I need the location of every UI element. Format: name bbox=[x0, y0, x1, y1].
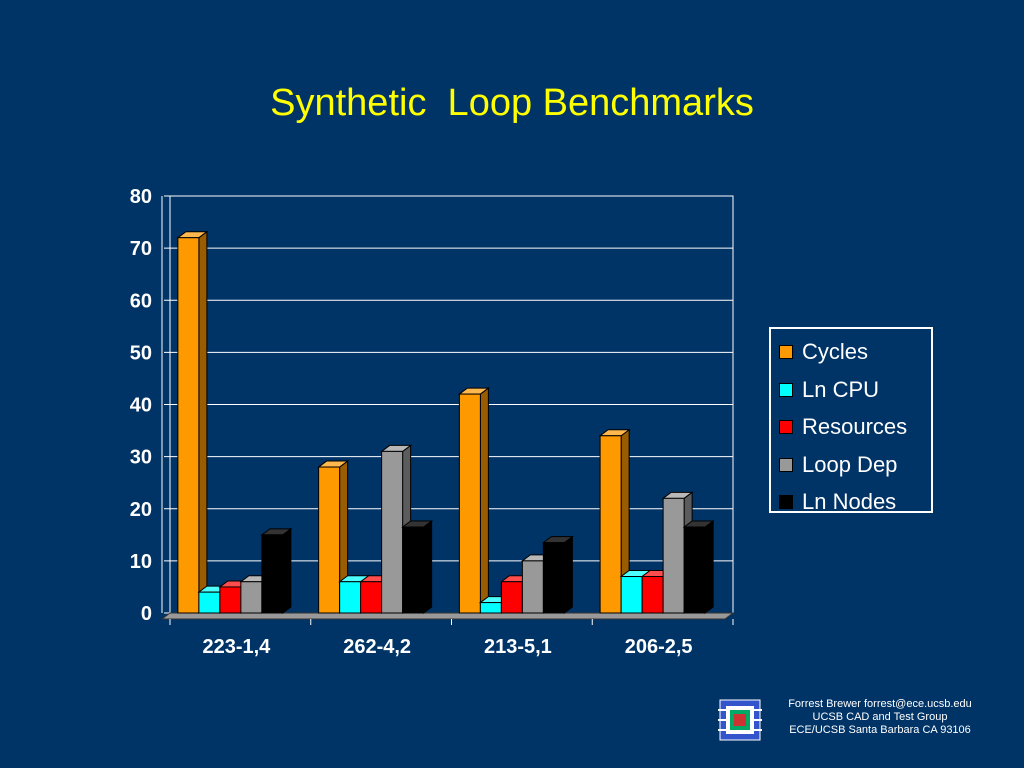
legend-label: Resources bbox=[802, 414, 908, 439]
ucsb-cad-logo-icon bbox=[718, 699, 762, 741]
bar-side bbox=[704, 519, 714, 614]
legend-item-ln-nodes: Ln Nodes bbox=[779, 487, 896, 517]
legend-swatch bbox=[779, 457, 793, 472]
bar-loop-dep-3 bbox=[662, 497, 685, 614]
y-tick-label: 30 bbox=[130, 447, 152, 469]
legend-swatch bbox=[779, 345, 793, 359]
bar-cycles-0 bbox=[177, 237, 200, 614]
legend-label: Ln CPU bbox=[802, 376, 880, 402]
bar-loop-dep-0 bbox=[240, 581, 263, 614]
x-tick-label: 223-1,4 bbox=[202, 636, 271, 658]
footer-line-group: UCSB CAD and Test Group bbox=[812, 711, 948, 723]
x-tick-label: 213-5,1 bbox=[484, 636, 552, 658]
y-tick-label: 60 bbox=[130, 290, 152, 312]
y-tick-label: 80 bbox=[130, 186, 152, 208]
bar-resources-0 bbox=[219, 586, 242, 614]
bar-ln-cpu-3 bbox=[620, 576, 643, 614]
bar-cycles-3 bbox=[599, 435, 622, 614]
legend-item-resources: Resources bbox=[779, 412, 907, 442]
bar-resources-3 bbox=[641, 576, 664, 614]
bar-ln-cpu-0 bbox=[198, 591, 221, 614]
bar-cycles-2 bbox=[458, 393, 481, 614]
legend-label: Ln Nodes bbox=[802, 489, 897, 514]
legend-swatch bbox=[779, 382, 793, 397]
y-tick-label: 50 bbox=[130, 342, 152, 364]
bar-side bbox=[423, 519, 433, 614]
bar-resources-2 bbox=[500, 581, 523, 614]
bar-ln-nodes-3 bbox=[683, 526, 706, 614]
bar-side bbox=[479, 387, 489, 614]
slide-title: Synthetic Loop Benchmarks bbox=[270, 82, 754, 124]
y-tick-label: 10 bbox=[130, 551, 152, 573]
bar-resources-1 bbox=[360, 581, 383, 614]
bar-side bbox=[563, 535, 573, 614]
legend-label: Loop Dep bbox=[802, 451, 898, 477]
footer-credits: Forrest Brewer forrest@ece.ucsb.edu UCSB… bbox=[740, 698, 1020, 737]
y-tick-label: 20 bbox=[130, 499, 152, 521]
x-tick-label: 262-4,2 bbox=[343, 636, 411, 658]
bar-ln-nodes-0 bbox=[261, 534, 284, 614]
chart-legend: Cycles Ln CPU Resources Loop Dep Ln Nodes bbox=[769, 327, 933, 514]
bar-side bbox=[198, 230, 208, 614]
legend-swatch bbox=[779, 420, 793, 434]
bar-loop-dep-1 bbox=[381, 450, 404, 614]
footer-line-author: Forrest Brewer forrest@ece.ucsb.edu bbox=[788, 698, 972, 710]
legend-label: Cycles bbox=[802, 339, 869, 364]
legend-item-cycles: Cycles bbox=[779, 337, 868, 367]
y-tick-label: 0 bbox=[141, 603, 152, 625]
legend-item-ln-cpu: Ln CPU bbox=[779, 375, 879, 405]
bar-cycles-1 bbox=[318, 466, 341, 614]
y-tick-label: 70 bbox=[130, 238, 152, 260]
bar-side bbox=[282, 527, 292, 614]
bar-ln-cpu-1 bbox=[339, 581, 362, 614]
x-tick-label: 206-2,5 bbox=[625, 636, 693, 658]
legend-swatch bbox=[779, 495, 793, 509]
legend-item-loop-dep: Loop Dep bbox=[779, 450, 897, 480]
footer-line-address: ECE/UCSB Santa Barbara CA 93106 bbox=[789, 724, 971, 736]
y-tick-label: 40 bbox=[130, 395, 152, 417]
bar-ln-nodes-2 bbox=[542, 542, 565, 614]
bar-ln-cpu-2 bbox=[479, 602, 502, 614]
bar-loop-dep-2 bbox=[521, 560, 544, 614]
bar-ln-nodes-1 bbox=[402, 526, 425, 614]
chart-floor bbox=[160, 612, 735, 620]
